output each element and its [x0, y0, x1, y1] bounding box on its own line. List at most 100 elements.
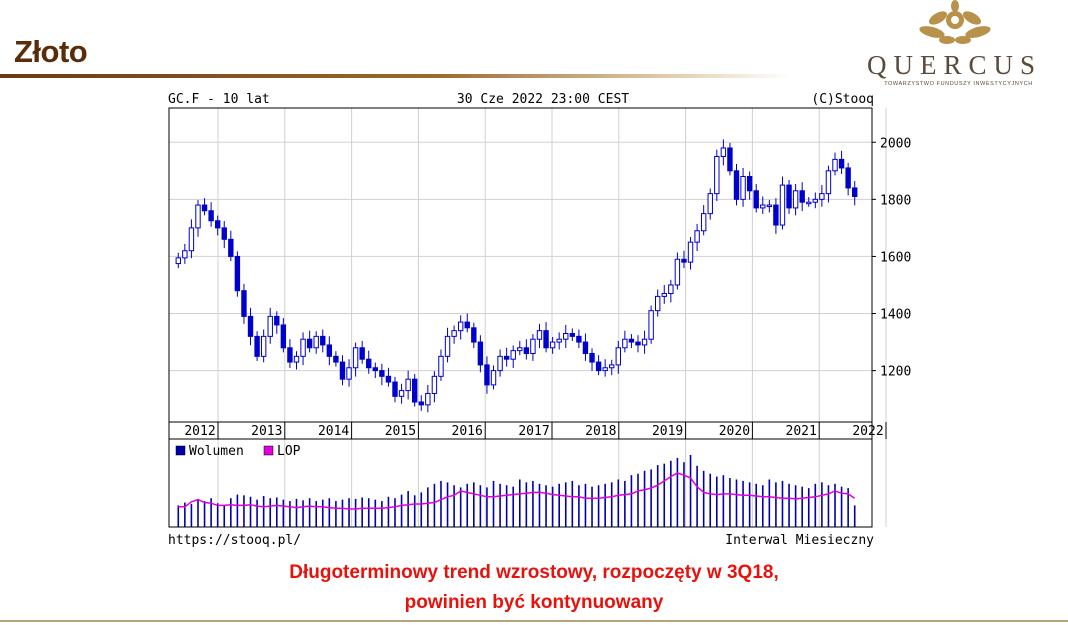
candle-body: [195, 204, 201, 229]
lop-line: [178, 472, 856, 510]
candle-body: [385, 375, 392, 383]
gold-price-chart: GC.F - 10 lat 30 Cze 2022 23:00 CEST (C)…: [168, 92, 911, 548]
candle-body: [438, 355, 444, 377]
x-axis-label: 2017: [518, 424, 549, 439]
logo-subtitle: TOWARZYSTWO FUNDUSZY INWESTYCYJNYCH: [884, 81, 1033, 87]
candle-body: [838, 158, 845, 169]
candle-body: [418, 401, 424, 406]
slide-title: Złoto: [14, 34, 88, 69]
candle-body: [392, 381, 398, 397]
candle-body: [799, 190, 805, 203]
candle-body: [694, 230, 700, 243]
candle-body: [530, 338, 536, 354]
candle-body: [753, 190, 759, 209]
lop-legend-swatch: [263, 445, 274, 456]
candle-body: [832, 158, 838, 172]
chart-header-left: GC.F - 10 lat: [168, 92, 270, 107]
candle-body: [379, 370, 385, 377]
candle-body: [326, 344, 333, 357]
candle-body: [260, 335, 267, 357]
candle-body: [254, 335, 260, 357]
candle-body: [819, 193, 825, 200]
x-axis-label: 2014: [318, 424, 349, 439]
candle-body: [346, 367, 352, 380]
candles: [175, 139, 858, 413]
candle-body: [228, 238, 234, 257]
candle-body: [687, 241, 694, 263]
x-axis-label: 2013: [251, 424, 282, 439]
candle-body: [490, 370, 497, 386]
candle-body: [648, 310, 654, 340]
candle-body: [471, 327, 477, 343]
bottom-rule: [0, 620, 1068, 622]
candle-body: [359, 347, 365, 360]
candle-body: [635, 341, 641, 346]
candle-body: [339, 361, 346, 380]
candle-body: [674, 258, 681, 286]
candle-body: [451, 330, 457, 337]
candle-body: [641, 338, 648, 346]
candle-body: [280, 324, 287, 349]
candle-body: [740, 176, 746, 200]
price-y-tick-label: 2000: [880, 136, 911, 151]
candle-body: [720, 147, 727, 158]
chart-footer-left: https://stooq.pl/: [168, 533, 301, 548]
volume-legend: Wolumen LOP: [175, 444, 301, 459]
candle-body: [779, 184, 786, 226]
candle-body: [287, 347, 293, 363]
candle-body: [852, 187, 858, 197]
candle-body: [654, 295, 661, 312]
volume-bars: [177, 455, 856, 527]
candle-body: [609, 364, 615, 369]
candle-body: [457, 321, 464, 332]
x-axis-label: 2019: [652, 424, 683, 439]
candle-body: [733, 170, 740, 200]
candle-body: [366, 358, 372, 369]
price-y-tick-label: 1600: [880, 250, 911, 265]
candle-body: [700, 213, 707, 232]
candle-body: [267, 315, 273, 337]
candle-body: [274, 315, 280, 326]
candle-body: [622, 338, 628, 349]
candle-body: [333, 355, 339, 363]
candle-body: [412, 378, 418, 403]
candle-body: [405, 378, 411, 392]
candle-body: [595, 361, 602, 372]
candle-body: [306, 338, 313, 349]
chart-header-right: (C)Stooq: [811, 92, 874, 107]
candle-body: [431, 375, 438, 394]
candle-body: [234, 255, 241, 292]
candle-body: [313, 335, 319, 349]
x-axis-label: 2021: [786, 424, 817, 439]
candle-body: [214, 220, 221, 229]
volume-legend-label: Wolumen: [189, 444, 244, 459]
candle-body: [746, 176, 753, 192]
candle-body: [510, 350, 516, 360]
candle-body: [503, 355, 510, 360]
candle-body: [668, 284, 674, 295]
candle-body: [792, 190, 799, 209]
candle-body: [523, 347, 530, 354]
candle-body: [201, 204, 208, 212]
candle-body: [182, 250, 188, 259]
candle-body: [602, 367, 608, 372]
lop-legend-label: LOP: [277, 444, 301, 459]
x-axis-label: 2016: [452, 424, 483, 439]
candle-body: [727, 147, 733, 172]
chart-footer-right: Interwal Miesieczny: [725, 533, 874, 548]
x-axis-label: 2020: [719, 424, 750, 439]
chart-header-center: 30 Cze 2022 23:00 CEST: [457, 92, 629, 107]
candle-body: [576, 335, 582, 343]
x-axis-years: 2012 2013 2014 2015 2016 2017 2018 2019 2020 2021…: [168, 421, 887, 440]
candle-body: [300, 338, 306, 357]
candle-body: [293, 355, 300, 363]
logo-wordmark: QUERCUS: [866, 50, 1043, 80]
candle-body: [477, 341, 484, 366]
candle-body: [543, 330, 549, 349]
candle-body: [615, 347, 621, 366]
candle-body: [372, 367, 379, 372]
candle-body: [398, 390, 405, 397]
candle-body: [766, 204, 773, 208]
candle-body: [352, 347, 359, 369]
candle-body: [760, 204, 766, 209]
